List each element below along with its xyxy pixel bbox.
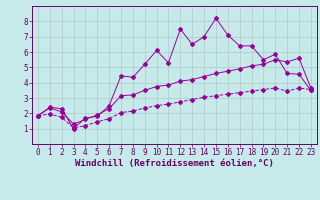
X-axis label: Windchill (Refroidissement éolien,°C): Windchill (Refroidissement éolien,°C): [75, 159, 274, 168]
